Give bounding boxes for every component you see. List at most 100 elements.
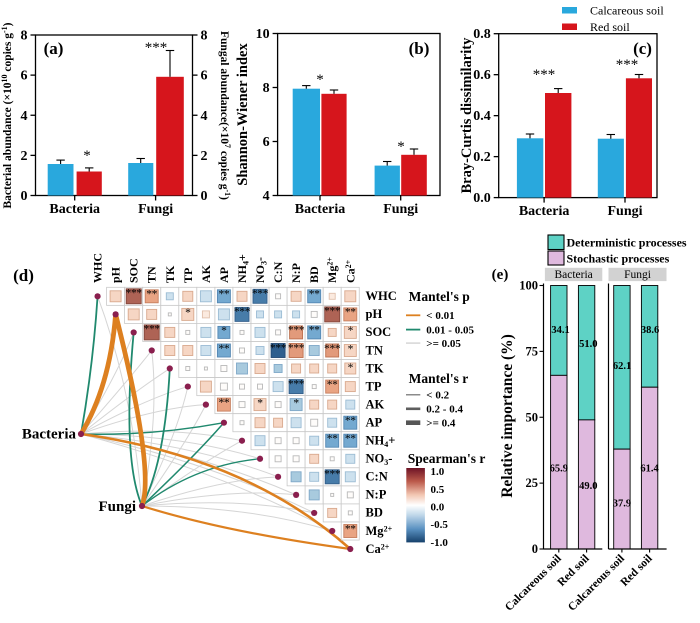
svg-text:BD: BD	[366, 506, 383, 520]
svg-text:61.4: 61.4	[640, 464, 659, 475]
svg-text:0.2 - 0.4: 0.2 - 0.4	[426, 404, 463, 416]
svg-text:***: ***	[288, 378, 305, 390]
svg-text:*: *	[221, 325, 227, 337]
svg-text:Bacterial abundance (×1010 cop: Bacterial abundance (×1010 copies g-1)	[0, 22, 14, 208]
svg-text:100: 100	[519, 279, 538, 293]
svg-text:8: 8	[263, 81, 270, 96]
svg-text:Bray-Curtis dissimilarity: Bray-Curtis dissimilarity	[459, 37, 475, 194]
svg-text:N:P: N:P	[289, 263, 303, 283]
svg-text:NO3-: NO3-	[253, 257, 269, 283]
svg-text:***: ***	[145, 40, 168, 56]
svg-text:WHC: WHC	[91, 253, 105, 283]
svg-text:**: **	[309, 325, 320, 337]
svg-text:8: 8	[201, 29, 208, 44]
svg-text:38.6: 38.6	[641, 325, 659, 336]
svg-text:6: 6	[21, 69, 28, 84]
svg-text:Bacteria: Bacteria	[519, 204, 570, 219]
svg-text:Fungi: Fungi	[624, 269, 651, 281]
svg-text:Fungal abundance(×107 copies g: Fungal abundance(×107 copies g-1)	[218, 31, 232, 200]
svg-text:AP: AP	[366, 415, 383, 429]
svg-text:(c): (c)	[633, 39, 652, 58]
svg-text:***: ***	[288, 325, 305, 337]
svg-text:***: ***	[126, 288, 143, 300]
svg-text:0.01 - 0.05: 0.01 - 0.05	[426, 324, 474, 336]
svg-text:0: 0	[532, 542, 538, 556]
svg-text:0.5: 0.5	[431, 484, 445, 496]
svg-text:-1.0: -1.0	[431, 537, 449, 549]
svg-text:Bacteria: Bacteria	[554, 269, 592, 281]
svg-text:**: **	[345, 307, 356, 319]
svg-text:65.9: 65.9	[550, 464, 568, 475]
svg-text:62.1: 62.1	[613, 361, 631, 372]
svg-text:*: *	[185, 307, 191, 319]
svg-text:Fungi: Fungi	[383, 202, 418, 217]
svg-text:SOC: SOC	[366, 325, 392, 339]
svg-text:NH4+: NH4+	[235, 254, 251, 283]
svg-text:***: ***	[252, 288, 269, 300]
svg-text:< 0.01: < 0.01	[426, 310, 454, 322]
svg-text:51.0: 51.0	[579, 339, 597, 350]
svg-text:TN: TN	[145, 266, 159, 283]
svg-text:***: ***	[144, 324, 161, 336]
svg-text:NO3-: NO3-	[366, 452, 393, 468]
svg-text:>= 0.4: >= 0.4	[426, 418, 456, 430]
svg-text:0.0: 0.0	[431, 501, 445, 513]
svg-text:C:N: C:N	[366, 470, 388, 484]
svg-text:**: **	[345, 523, 356, 535]
svg-text:TK: TK	[366, 361, 384, 375]
svg-text:8: 8	[21, 29, 28, 44]
svg-text:34.1: 34.1	[551, 325, 569, 336]
svg-text:4: 4	[21, 109, 28, 124]
svg-text:***: ***	[324, 343, 341, 355]
svg-text:**: **	[327, 379, 338, 391]
svg-text:*: *	[293, 397, 299, 409]
svg-text:49.0: 49.0	[579, 481, 597, 492]
svg-text:**: **	[218, 343, 229, 355]
svg-text:(d): (d)	[13, 266, 34, 285]
svg-text:*: *	[348, 325, 354, 337]
svg-text:SOC: SOC	[127, 258, 141, 283]
svg-text:>= 0.05: >= 0.05	[426, 338, 461, 350]
svg-text:pH: pH	[109, 266, 123, 283]
svg-text:*: *	[348, 362, 354, 374]
svg-text:***: ***	[324, 469, 341, 481]
svg-text:Red soil: Red soil	[590, 20, 630, 34]
svg-text:1.0: 1.0	[431, 466, 445, 478]
svg-text:Mantel's r: Mantel's r	[409, 371, 469, 386]
svg-text:AP: AP	[217, 267, 231, 283]
svg-text:***: ***	[234, 306, 251, 318]
svg-text:WHC: WHC	[366, 289, 397, 303]
svg-text:C:N: C:N	[271, 261, 285, 283]
svg-text:4: 4	[201, 109, 208, 124]
svg-text:Fungi: Fungi	[138, 202, 173, 217]
svg-text:Spearman's r: Spearman's r	[408, 451, 486, 466]
svg-text:**: **	[345, 433, 356, 445]
svg-text:2: 2	[21, 149, 28, 164]
svg-text:N:P: N:P	[366, 488, 387, 502]
svg-text:*: *	[83, 148, 91, 164]
svg-text:(b): (b)	[409, 39, 430, 58]
svg-text:Bacteria: Bacteria	[22, 427, 77, 443]
svg-text:6: 6	[201, 69, 208, 84]
svg-text:**: **	[218, 397, 229, 409]
svg-text:Fungi: Fungi	[98, 499, 136, 515]
svg-text:TN: TN	[366, 343, 383, 357]
svg-text:Fungi: Fungi	[607, 204, 642, 219]
svg-text:TP: TP	[366, 379, 382, 393]
svg-text:***: ***	[270, 342, 287, 354]
svg-text:< 0.2: < 0.2	[426, 390, 449, 402]
svg-text:***: ***	[324, 306, 341, 318]
svg-text:**: **	[218, 289, 229, 301]
svg-text:0.8: 0.8	[473, 27, 491, 42]
svg-text:Relative importance (%): Relative importance (%)	[499, 334, 516, 498]
svg-text:10: 10	[256, 27, 270, 42]
svg-text:0: 0	[201, 189, 208, 204]
svg-text:AK: AK	[199, 264, 213, 283]
svg-text:***: ***	[616, 57, 639, 73]
svg-text:AK: AK	[366, 397, 385, 411]
svg-text:0: 0	[21, 189, 28, 204]
svg-text:***: ***	[533, 67, 556, 83]
svg-text:*: *	[348, 343, 354, 355]
svg-text:2: 2	[201, 149, 208, 164]
svg-text:(a): (a)	[44, 39, 64, 58]
